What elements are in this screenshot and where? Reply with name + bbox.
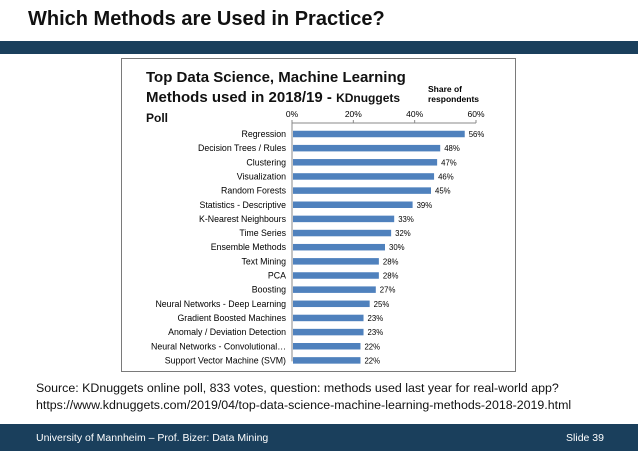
header-bar	[0, 41, 638, 54]
category-label: Text Mining	[242, 256, 287, 266]
bar	[293, 130, 465, 138]
value-label: 46%	[438, 172, 454, 181]
bar	[293, 215, 395, 223]
bar	[293, 272, 379, 279]
slide-title: Which Methods are Used in Practice?	[28, 8, 385, 30]
bar	[293, 144, 441, 152]
category-label: Boosting	[252, 285, 286, 295]
category-label: Gradient Boosted Machines	[177, 313, 286, 323]
caption-source: Source: KDnuggets online poll, 833 votes…	[36, 381, 559, 395]
x-tick-label: 20%	[345, 109, 362, 119]
chart-container: Top Data Science, Machine Learning Metho…	[121, 58, 516, 372]
value-label: 22%	[364, 356, 380, 365]
category-label: Ensemble Methods	[211, 242, 287, 252]
category-label: Support Vector Machine (SVM)	[165, 355, 286, 365]
bar	[293, 286, 376, 293]
value-label: 45%	[435, 187, 451, 196]
category-label: K-Nearest Neighbours	[199, 214, 287, 224]
caption-url[interactable]: https://www.kdnuggets.com/2019/04/top-da…	[36, 398, 572, 412]
chart-title-line2-suffix: KDnuggets Poll	[146, 91, 401, 125]
bar	[293, 173, 435, 180]
category-label: PCA	[268, 271, 286, 281]
bar	[293, 357, 361, 364]
value-label: 39%	[417, 201, 433, 210]
bar	[293, 314, 364, 322]
chart-title-line2-main: Methods used in 2018/19 -	[146, 89, 337, 106]
chart-title-line1: Top Data Science, Machine Learning	[146, 69, 406, 86]
value-label: 28%	[383, 257, 399, 266]
value-label: 25%	[374, 300, 390, 309]
bar	[293, 201, 413, 208]
category-label: Anomaly / Deviation Detection	[168, 327, 286, 337]
legend-note: Share of respondents	[428, 84, 480, 104]
bar	[293, 159, 438, 166]
bar	[293, 229, 392, 237]
value-label: 33%	[398, 215, 414, 224]
x-tick-label: 60%	[467, 109, 484, 119]
value-label: 47%	[441, 158, 457, 167]
value-label: 32%	[395, 229, 411, 238]
chart-title-line2: Methods used in 2018/19 - KDnuggets Poll	[146, 88, 416, 128]
bar	[293, 258, 379, 265]
bar-chart: 0% 20% 40% 60% Regression 56% Decision Trees /…	[151, 109, 485, 365]
value-label: 56%	[469, 130, 485, 139]
footer-left: University of Mannheim – Prof. Bizer: Da…	[36, 432, 269, 444]
value-label: 23%	[368, 328, 384, 337]
category-label: Neural Networks - Convolutional…	[151, 341, 286, 351]
value-label: 48%	[444, 144, 460, 153]
category-label: Random Forests	[221, 186, 287, 196]
value-label: 30%	[389, 243, 405, 252]
bar	[293, 187, 431, 194]
bar	[293, 343, 361, 350]
category-label: Statistics - Descriptive	[199, 200, 286, 210]
bar	[293, 328, 364, 336]
category-label: Decision Trees / Rules	[198, 143, 287, 153]
category-label: Neural Networks - Deep Learning	[155, 299, 286, 309]
x-tick-label: 0%	[286, 109, 299, 119]
x-tick-label: 40%	[406, 109, 423, 119]
value-label: 28%	[383, 272, 399, 281]
bar	[293, 243, 385, 251]
value-label: 23%	[368, 314, 384, 323]
category-label: Clustering	[246, 157, 286, 167]
chart-title: Top Data Science, Machine Learning Metho…	[146, 68, 416, 128]
value-label: 22%	[364, 342, 380, 351]
category-label: Regression	[242, 129, 287, 139]
category-label: Time Series	[239, 228, 286, 238]
category-label: Visualization	[237, 171, 286, 181]
value-label: 27%	[380, 286, 396, 295]
footer-bar: University of Mannheim – Prof. Bizer: Da…	[0, 424, 638, 451]
caption: Source: KDnuggets online poll, 833 votes…	[36, 380, 626, 414]
bar	[293, 300, 370, 308]
slide-number: Slide 39	[566, 432, 604, 444]
